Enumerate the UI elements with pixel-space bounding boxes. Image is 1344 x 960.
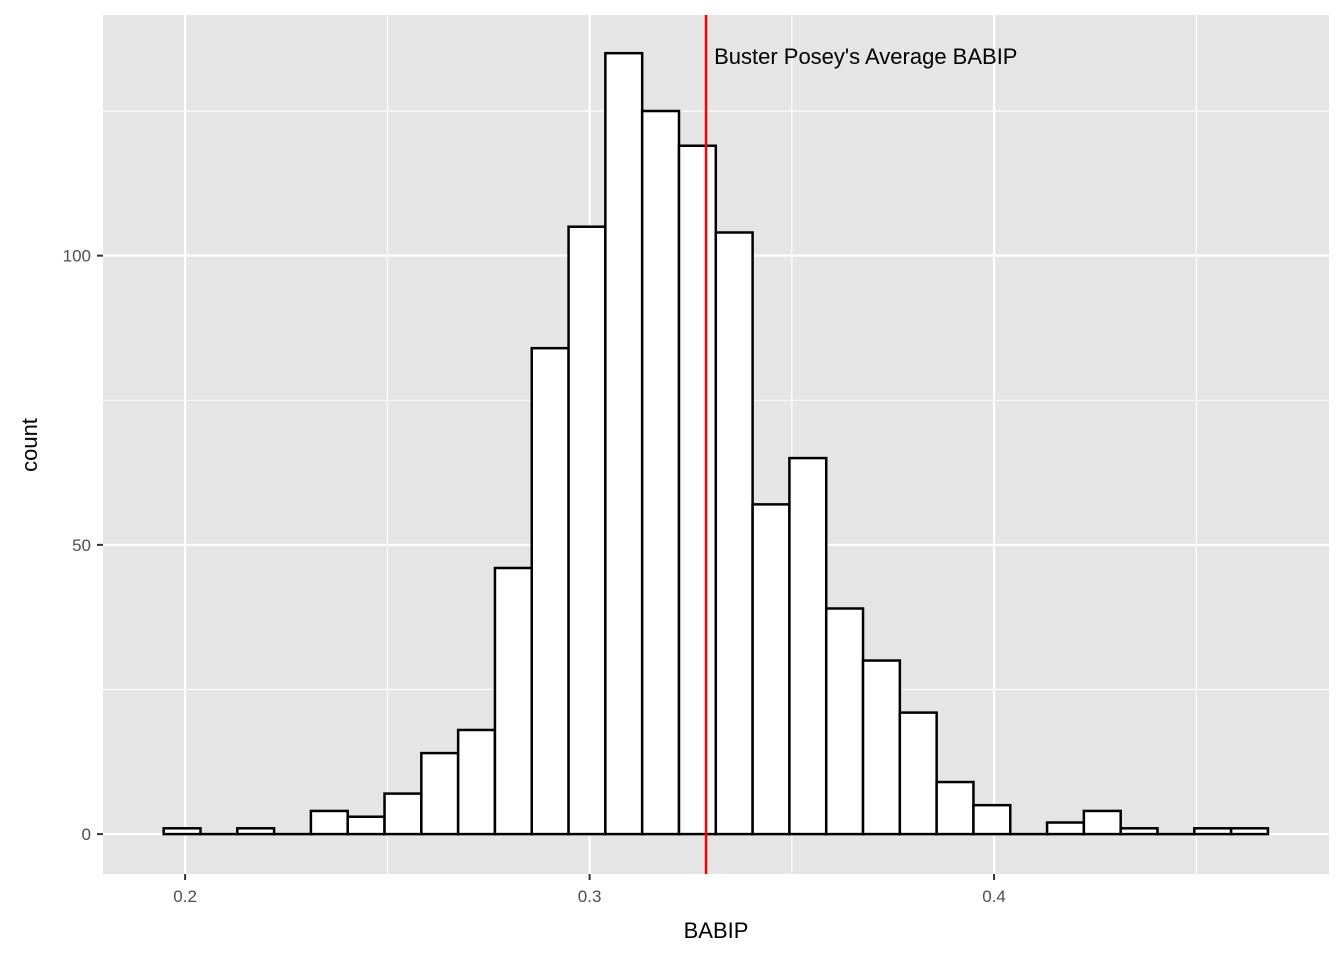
histogram-bar <box>236 827 276 836</box>
histogram-bar <box>788 456 828 836</box>
histogram-bar <box>824 607 865 836</box>
histogram-bar <box>1119 827 1159 836</box>
histogram-bar <box>383 792 423 836</box>
histogram-bar <box>898 711 938 836</box>
x-tick-label: 0.4 <box>982 887 1006 906</box>
histogram-bars <box>162 51 1270 836</box>
y-axis: 0 50 100 <box>63 247 103 844</box>
histogram-bar <box>751 503 791 836</box>
x-axis: 0.2 0.3 0.4 <box>173 874 1006 906</box>
y-tick-label: 0 <box>82 825 91 844</box>
histogram-bar <box>530 346 570 836</box>
histogram-bar <box>1082 809 1122 836</box>
histogram-bar <box>162 827 202 836</box>
y-tick-label: 100 <box>63 247 91 266</box>
histogram-bar <box>567 225 607 836</box>
reference-line-group: Buster Posey's Average BABIP <box>704 15 1017 874</box>
x-tick-label: 0.2 <box>173 887 197 906</box>
histogram-bar <box>714 231 754 836</box>
x-axis-title: BABIP <box>684 918 749 943</box>
histogram-bar <box>456 728 497 836</box>
y-tick-label: 50 <box>72 536 91 555</box>
histogram-bar <box>861 659 902 836</box>
histogram-bar <box>493 566 534 836</box>
histogram-bar <box>604 51 644 836</box>
x-tick-label: 0.3 <box>578 887 602 906</box>
histogram-bar <box>1045 821 1086 836</box>
histogram-bar <box>1193 827 1233 836</box>
histogram-bar <box>420 751 460 836</box>
reference-line-label: Buster Posey's Average BABIP <box>714 44 1017 69</box>
histogram-bar <box>346 815 386 836</box>
histogram-bar <box>972 803 1012 836</box>
histogram-bar <box>677 144 718 836</box>
histogram-bar <box>1229 827 1270 836</box>
y-axis-title: count <box>17 418 42 472</box>
histogram-bar <box>935 780 975 836</box>
histogram-bar <box>640 109 681 836</box>
histogram-bar <box>309 809 349 836</box>
